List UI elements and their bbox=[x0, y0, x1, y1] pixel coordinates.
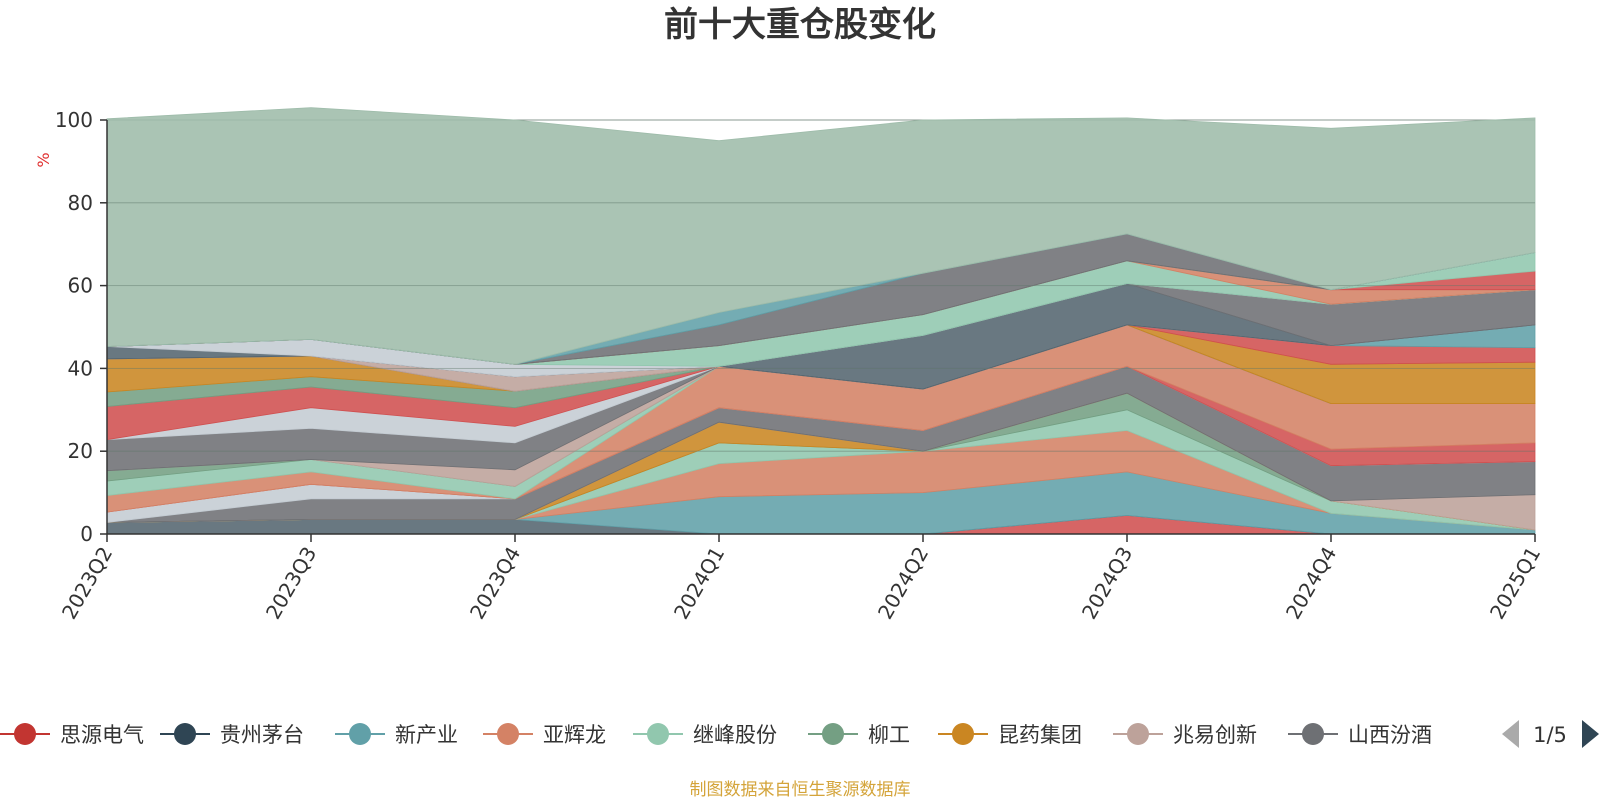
y-tick-label: 40 bbox=[68, 356, 93, 380]
legend-label: 兆易创新 bbox=[1173, 723, 1257, 747]
x-tick-label: 2024Q1 bbox=[669, 543, 729, 624]
legend-label: 新产业 bbox=[395, 723, 458, 747]
legend-marker bbox=[647, 723, 669, 745]
legend-prev-icon[interactable] bbox=[1502, 720, 1519, 748]
legend-item[interactable]: 兆易创新 bbox=[1113, 723, 1257, 747]
y-tick-label: 0 bbox=[80, 522, 93, 546]
legend-marker bbox=[14, 723, 36, 745]
x-tick-label: 2024Q3 bbox=[1077, 543, 1137, 624]
x-tick-label: 2024Q4 bbox=[1281, 543, 1341, 624]
legend-label: 柳工 bbox=[868, 723, 910, 747]
legend-item[interactable]: 继峰股份 bbox=[633, 723, 777, 747]
legend-marker bbox=[497, 723, 519, 745]
chart-title: 前十大重仓股变化 bbox=[664, 5, 936, 45]
legend-marker bbox=[349, 723, 371, 745]
y-tick-label: 20 bbox=[68, 439, 93, 463]
legend-item[interactable]: 新产业 bbox=[335, 723, 458, 747]
legend-label: 昆药集团 bbox=[998, 723, 1082, 747]
area-series-32 bbox=[106, 107, 1536, 365]
y-tick-label: 80 bbox=[68, 191, 93, 215]
source-note: 制图数据来自恒生聚源数据库 bbox=[690, 780, 911, 800]
legend-item[interactable]: 山西汾酒 bbox=[1288, 723, 1432, 747]
legend-label: 继峰股份 bbox=[693, 723, 777, 747]
legend-marker bbox=[1127, 723, 1149, 745]
legend-page-indicator: 1/5 bbox=[1533, 723, 1567, 747]
y-axis-label: % bbox=[34, 152, 53, 167]
legend-marker bbox=[1302, 723, 1324, 745]
legend-marker bbox=[822, 723, 844, 745]
legend-marker bbox=[952, 723, 974, 745]
legend-item[interactable]: 柳工 bbox=[808, 723, 910, 747]
legend-item[interactable]: 昆药集团 bbox=[938, 723, 1082, 747]
legend[interactable]: 思源电气 贵州茅台 新产业 亚辉龙 继峰股份 柳工 昆药集团 兆易创新 山西汾酒 1/5 bbox=[0, 720, 1599, 748]
x-tick-label: 2023Q3 bbox=[261, 543, 321, 624]
legend-label: 贵州茅台 bbox=[220, 723, 304, 747]
legend-item[interactable]: 亚辉龙 bbox=[483, 723, 606, 747]
x-tick-label: 2025Q1 bbox=[1485, 543, 1545, 624]
x-tick-label: 2023Q2 bbox=[57, 543, 117, 624]
legend-label: 山西汾酒 bbox=[1348, 723, 1432, 747]
legend-label: 思源电气 bbox=[60, 723, 144, 747]
area-series bbox=[106, 107, 1536, 535]
legend-next-icon[interactable] bbox=[1582, 720, 1599, 748]
legend-marker bbox=[174, 723, 196, 745]
y-tick-label: 100 bbox=[55, 108, 93, 132]
legend-item[interactable]: 思源电气 bbox=[0, 723, 144, 747]
y-tick-label: 60 bbox=[68, 274, 93, 298]
legend-label: 亚辉龙 bbox=[543, 723, 606, 747]
legend-item[interactable]: 贵州茅台 bbox=[160, 723, 304, 747]
x-tick-label: 2024Q2 bbox=[873, 543, 933, 624]
x-tick-label: 2023Q4 bbox=[465, 543, 525, 624]
